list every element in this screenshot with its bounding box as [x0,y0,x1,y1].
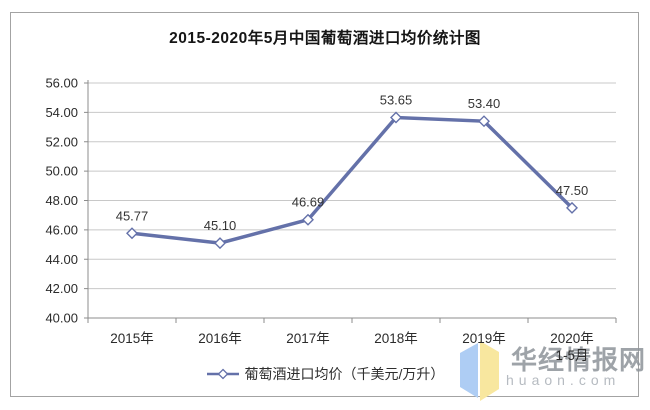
data-label: 53.65 [380,93,413,108]
legend-label: 葡萄酒进口均价（千美元/万升） [244,366,445,382]
y-tick-label: 40.00 [45,311,78,326]
y-tick-label: 48.00 [45,193,78,208]
y-tick-label: 50.00 [45,164,78,179]
data-point-marker [126,227,138,240]
data-label: 47.50 [556,183,589,198]
x-tick-label: 2018年 [374,331,418,346]
huaon-logo-icon [460,341,499,401]
series-line [131,115,574,245]
data-point-marker [214,237,226,250]
y-tick-label: 56.00 [45,76,78,91]
legend-line-marker-icon [206,368,239,380]
data-point-marker [478,115,490,128]
watermark-site-name: 华经情报网 [511,345,647,375]
data-label: 46.69 [292,195,325,210]
chart-title: 2015-2020年5月中国葡萄酒进口均价统计图 [169,30,481,47]
x-tick-sublabel: 1-5月 [555,348,588,363]
y-tick-label: 52.00 [45,134,78,149]
data-point-marker [302,213,314,226]
x-tick-label: 2017年 [286,331,330,346]
legend-diamond-icon [217,368,228,380]
watermark: 华经情报网 huaon.com [455,334,650,408]
chart-border [10,12,639,397]
legend: 葡萄酒进口均价（千美元/万升） [0,363,650,385]
y-tick-label: 44.00 [45,252,78,267]
y-tick-label: 54.00 [45,105,78,120]
x-tick-label: 2019年 [462,331,506,346]
watermark-domain: huaon.com [506,372,621,388]
data-label: 53.40 [468,96,501,111]
data-label: 45.77 [116,208,149,223]
data-point-marker [566,201,578,214]
logo-left-page [460,343,478,398]
data-label: 45.10 [204,218,237,233]
y-tick-label: 46.00 [45,222,78,237]
x-tick-label: 2016年 [198,331,242,346]
logo-right-page [480,341,499,401]
x-tick-label: 2020年 [550,331,594,346]
x-tick-label: 2015年 [110,331,154,346]
data-point-marker [390,111,402,124]
y-tick-label: 42.00 [45,281,78,296]
